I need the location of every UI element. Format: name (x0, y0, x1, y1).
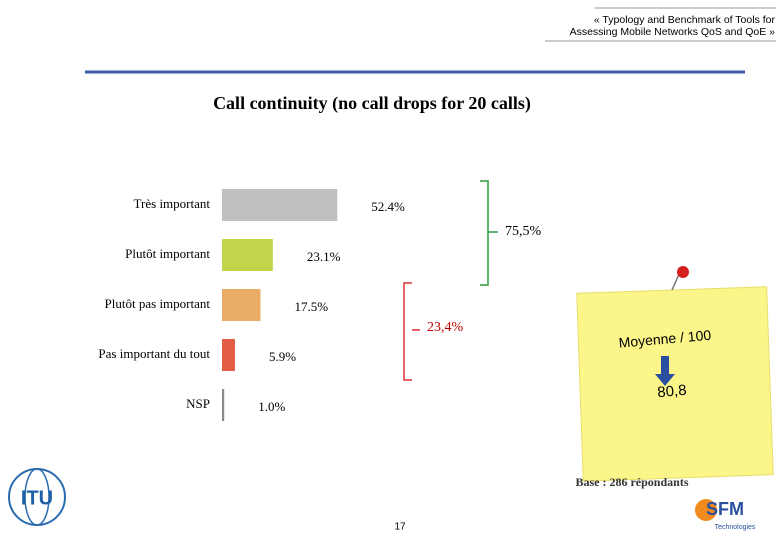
base-note: Base : 286 répondants (575, 475, 688, 489)
category-label: Pas important du tout (98, 346, 210, 361)
category-label: Plutôt important (125, 246, 210, 261)
annotation: 75,5% (505, 224, 542, 239)
sticky-note (576, 286, 774, 482)
header-line: « Typology and Benchmark of Tools for (594, 14, 776, 26)
bar (222, 289, 261, 321)
pin (677, 266, 689, 278)
note-arrow (655, 356, 675, 386)
note-paper (576, 286, 774, 482)
bracket (403, 282, 420, 381)
sfm-logo: SFM (706, 499, 744, 519)
itu-globe (24, 468, 50, 526)
value-label: 23.1% (307, 249, 341, 264)
note-value: 80,8 (657, 382, 688, 401)
page-number: 17 (394, 522, 406, 533)
value-label: 17.5% (295, 299, 329, 314)
sfm-dot (695, 499, 717, 521)
bar (222, 339, 235, 371)
category-label: Plutôt pas important (105, 296, 211, 311)
sfm-sub: Technologies (715, 524, 756, 531)
bar (222, 239, 273, 271)
bar (222, 389, 225, 421)
chart-title: Call continuity (no call drops for 20 ca… (213, 93, 531, 114)
value-label: 5.9% (269, 349, 296, 364)
bar (222, 189, 338, 221)
category-label: Très important (134, 196, 211, 211)
itu-logo: ITU (21, 487, 53, 509)
header-line: Assessing Mobile Networks QoS and QoE » (570, 26, 776, 38)
value-label: 52.4% (371, 199, 405, 214)
bracket (480, 180, 498, 286)
category-label: NSP (186, 396, 210, 411)
annotation: 23,4% (427, 320, 464, 335)
value-label: 1.0% (258, 399, 285, 414)
